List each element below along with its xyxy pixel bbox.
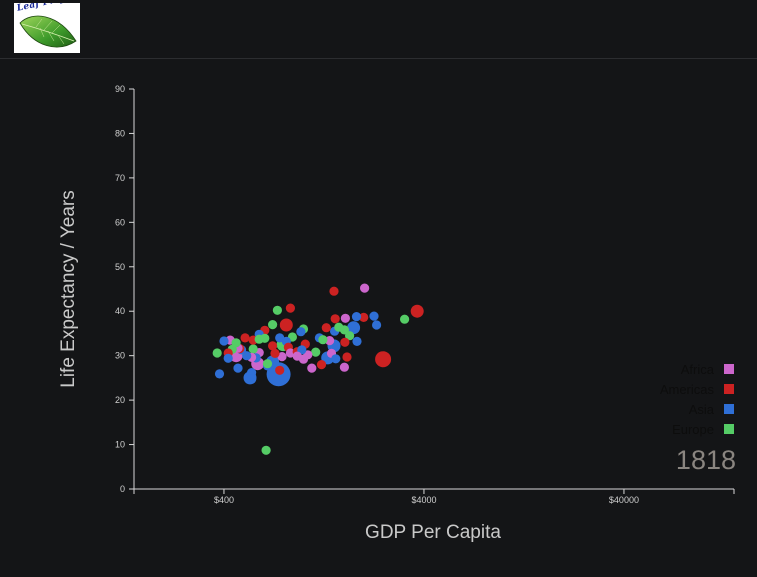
y-tick-label: 20 [115, 395, 125, 405]
leaf-project-logo[interactable]: Leaf Project [14, 3, 80, 53]
data-point-europe[interactable] [311, 347, 321, 357]
data-point-americas[interactable] [410, 304, 424, 318]
y-tick-label: 70 [115, 173, 125, 183]
data-point-asia[interactable] [331, 354, 341, 364]
data-point-africa[interactable] [360, 283, 370, 293]
legend-swatch-europe [724, 424, 734, 434]
year-label: 1818 [676, 445, 736, 475]
data-point-africa[interactable] [298, 354, 309, 364]
data-points [212, 283, 424, 455]
data-point-asia[interactable] [219, 336, 229, 346]
data-point-europe[interactable] [400, 314, 410, 324]
data-point-americas[interactable] [340, 337, 350, 347]
data-point-americas[interactable] [316, 360, 327, 370]
data-point-africa[interactable] [325, 336, 335, 346]
leaf-icon [19, 15, 77, 48]
top-bar: Leaf Project [0, 0, 757, 59]
data-point-africa[interactable] [307, 363, 317, 373]
data-point-americas[interactable] [375, 351, 392, 368]
data-point-americas[interactable] [285, 303, 295, 313]
data-point-asia[interactable] [369, 311, 379, 321]
data-point-americas[interactable] [329, 286, 339, 296]
y-tick-label: 40 [115, 306, 125, 316]
data-point-europe[interactable] [231, 338, 241, 348]
data-point-europe[interactable] [334, 322, 344, 332]
legend-label-americas: Americas [660, 382, 715, 397]
legend: Africa Americas Asia Europe [660, 362, 734, 437]
x-tick-label: $4000 [411, 495, 436, 505]
legend-label-africa: Africa [681, 362, 715, 377]
x-tick-label: $40000 [609, 495, 639, 505]
y-tick-label: 30 [115, 351, 125, 361]
data-point-europe[interactable] [318, 335, 328, 345]
data-point-asia[interactable] [214, 369, 225, 379]
y-tick-label: 60 [115, 217, 125, 227]
data-point-asia[interactable] [372, 320, 382, 330]
y-tick-label: 10 [115, 440, 125, 450]
data-point-africa[interactable] [340, 313, 350, 323]
data-point-asia[interactable] [347, 321, 361, 335]
y-tick-label: 90 [115, 84, 125, 94]
data-point-americas[interactable] [359, 312, 369, 322]
data-point-asia[interactable] [352, 336, 362, 346]
data-point-africa[interactable] [277, 352, 287, 362]
legend-label-europe: Europe [672, 422, 714, 437]
data-point-americas[interactable] [342, 352, 352, 362]
data-point-asia[interactable] [351, 312, 362, 322]
data-point-americas[interactable] [270, 348, 280, 358]
data-point-europe[interactable] [248, 344, 258, 354]
data-point-asia[interactable] [247, 374, 257, 384]
data-point-americas[interactable] [240, 333, 250, 343]
x-axis-title: GDP Per Capita [365, 522, 501, 543]
y-tick-label: 0 [120, 484, 125, 494]
axes: 0 10 20 30 40 50 60 70 80 90 $400 $4000 $40000 [115, 84, 735, 505]
data-point-asia[interactable] [223, 353, 233, 363]
data-point-europe[interactable] [254, 334, 264, 344]
y-axis-title: Life Expectancy / Years [58, 190, 79, 388]
data-point-africa[interactable] [339, 362, 349, 372]
legend-label-asia: Asia [689, 402, 715, 417]
data-point-europe[interactable] [272, 305, 282, 315]
data-point-asia[interactable] [233, 363, 243, 373]
data-point-americas[interactable] [279, 318, 293, 332]
legend-swatch-asia [724, 404, 734, 414]
data-point-europe[interactable] [268, 320, 278, 330]
data-point-europe[interactable] [261, 445, 271, 455]
data-point-asia[interactable] [247, 368, 257, 378]
data-point-asia[interactable] [296, 327, 306, 337]
data-point-americas[interactable] [268, 341, 278, 351]
y-tick-label: 50 [115, 262, 125, 272]
legend-swatch-africa [724, 364, 734, 374]
y-tick-label: 80 [115, 128, 125, 138]
data-point-europe[interactable] [212, 348, 222, 358]
x-tick-label: $400 [214, 495, 234, 505]
data-point-americas[interactable] [275, 365, 285, 375]
data-point-europe[interactable] [262, 359, 273, 369]
legend-swatch-americas [724, 384, 734, 394]
data-point-americas[interactable] [321, 323, 331, 333]
data-point-europe[interactable] [345, 331, 355, 341]
data-point-americas[interactable] [330, 314, 340, 324]
